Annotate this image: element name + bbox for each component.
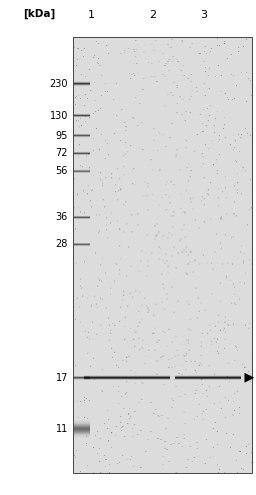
Text: 56: 56 [56,166,68,176]
Text: 17: 17 [56,373,68,383]
Polygon shape [244,373,254,383]
Text: 28: 28 [56,240,68,249]
Text: 11: 11 [56,424,68,434]
Text: 95: 95 [56,131,68,141]
Text: 72: 72 [55,148,68,158]
Text: 3: 3 [200,10,207,20]
Text: 1: 1 [87,10,94,20]
Bar [73,37,252,473]
Text: [kDa]: [kDa] [23,8,55,19]
Text: 130: 130 [49,110,68,121]
Text: 36: 36 [56,212,68,222]
Text: 2: 2 [149,10,156,20]
Text: 230: 230 [49,79,68,89]
